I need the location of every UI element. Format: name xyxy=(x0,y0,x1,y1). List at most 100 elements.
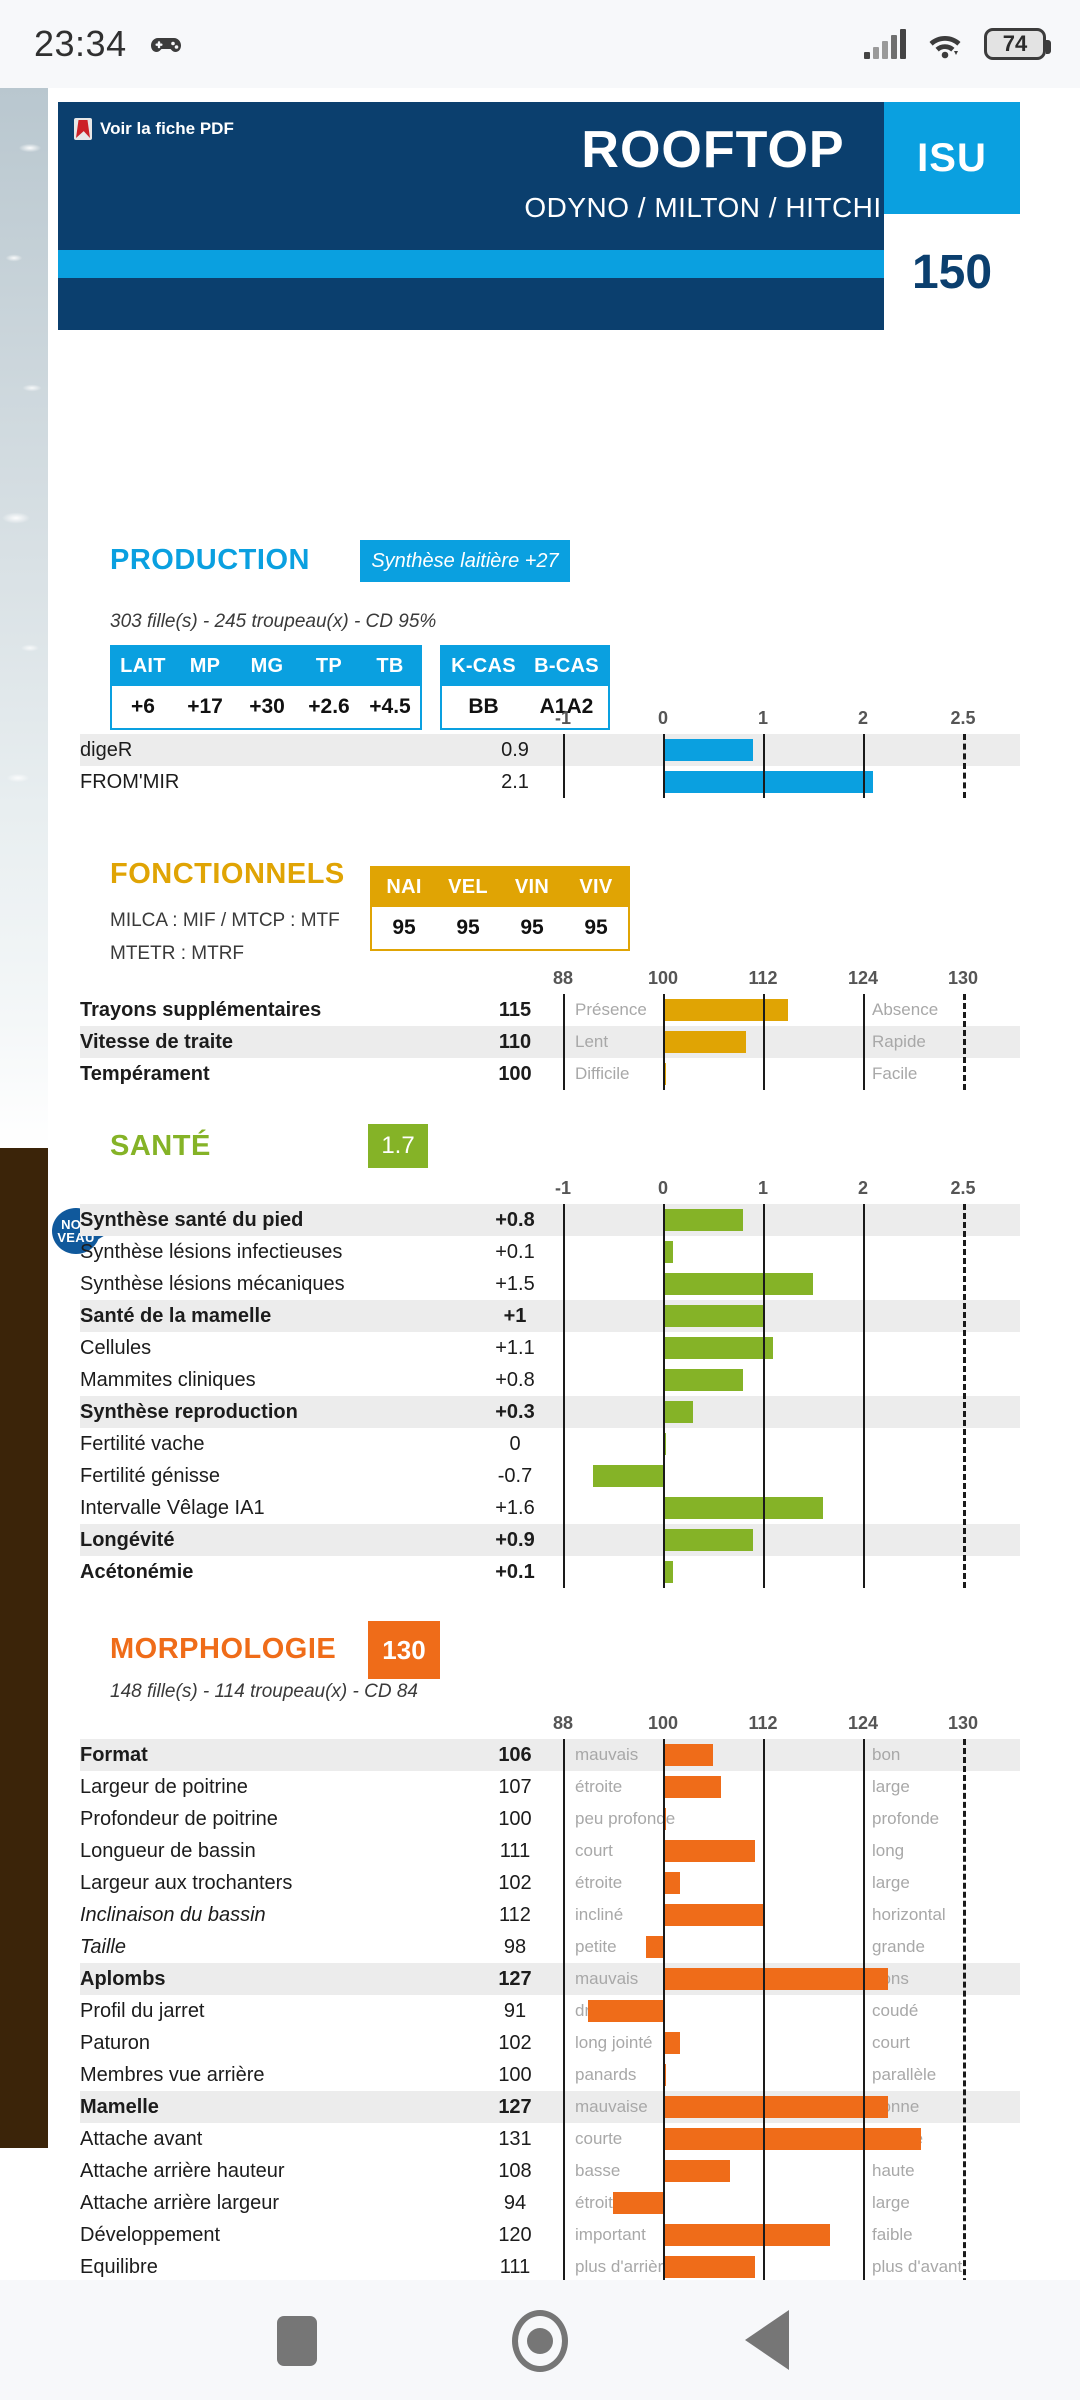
production-table-1: LAIT MP MG TP TB +6 +17 +30 +2.6 +4.5 xyxy=(110,645,422,730)
table-row: Membres vue arrière 100 panards parallèle xyxy=(0,2059,1080,2091)
table-row: Longévité +0.9 xyxy=(0,1524,1080,1556)
trait-name: Fertilité vache xyxy=(80,1433,205,1455)
axis-tick-labels: -1 0 1 2 2.5 xyxy=(0,1178,1080,1204)
pdf-link[interactable]: Voir la fiche PDF xyxy=(74,118,234,140)
high-pole-label: grande xyxy=(872,1937,925,1956)
th-mp: MP xyxy=(189,655,221,677)
trait-name: Mammites cliniques xyxy=(80,1369,256,1391)
trait-value: +0.3 xyxy=(495,1401,535,1423)
table-row: Attache arrière largeur 94 étroite large xyxy=(0,2187,1080,2219)
axis-tick: 130 xyxy=(947,968,979,988)
axis-tick: 0 xyxy=(657,1178,669,1198)
back-icon[interactable] xyxy=(745,2310,789,2370)
trait-value: 111 xyxy=(499,2256,531,2278)
low-pole-label: court xyxy=(575,1841,613,1860)
axis-tick: 0 xyxy=(657,708,669,728)
table-row: Longueur de bassin 111 court long xyxy=(0,1835,1080,1867)
low-pole-label: Difficile xyxy=(575,1064,630,1083)
bar xyxy=(663,1840,755,1862)
trait-value: +0.9 xyxy=(495,1529,535,1551)
bar xyxy=(593,1465,663,1487)
status-left: 23:34 xyxy=(34,23,183,65)
high-pole-label: Rapide xyxy=(872,1032,926,1051)
table-row: Développement 120 important faible xyxy=(0,2219,1080,2251)
chart-rows: digeR 0.9 FROM'MIR 2.1 xyxy=(0,734,1080,798)
chart-sante: -1 0 1 2 2.5 Synthèse santé du pied +0.8 Synthè… xyxy=(0,1178,1080,1588)
gridline xyxy=(763,1204,765,1588)
bar xyxy=(663,1241,673,1263)
table-row: Synthèse reproduction +0.3 xyxy=(0,1396,1080,1428)
td-viv: 95 xyxy=(584,916,608,939)
trait-value: 108 xyxy=(498,2160,532,2182)
trait-name: Equilibre xyxy=(80,2256,158,2278)
th-mg: MG xyxy=(250,655,284,677)
recents-icon[interactable] xyxy=(277,2316,317,2366)
bar xyxy=(663,1273,813,1295)
table-row: Intervalle Vêlage IA1 +1.6 xyxy=(0,1492,1080,1524)
trait-name: Taille xyxy=(80,1936,126,1958)
axis-tick-labels: -1 0 1 2 2.5 xyxy=(0,708,1080,734)
page-title: ROOFTOP xyxy=(581,121,845,179)
gridline xyxy=(663,1204,665,1588)
table-row: Largeur aux trochanters 102 étroite large xyxy=(0,1867,1080,1899)
high-pole-label: faible xyxy=(872,2225,913,2244)
chart-production: -1 0 1 2 2.5 digeR 0.9 FROM'MIR 2.1 xyxy=(0,708,1080,798)
gridline xyxy=(863,1204,865,1588)
bar xyxy=(663,1369,743,1391)
morphologie-meta: 148 fille(s) - 114 troupeau(x) - CD 84 xyxy=(110,1681,418,1702)
trait-name: FROM'MIR xyxy=(80,771,180,793)
axis-tick: 2 xyxy=(857,1178,869,1198)
th-kcas: K-CAS xyxy=(451,655,516,677)
trait-name: Largeur de poitrine xyxy=(80,1776,248,1798)
bar xyxy=(663,2224,830,2246)
td-mg: +30 xyxy=(249,695,285,718)
bar xyxy=(663,1337,773,1359)
gridline xyxy=(963,734,966,798)
bull-header-card: Voir la fiche PDF ROOFTOP ODYNO / MILTON… xyxy=(58,102,1020,250)
gridline xyxy=(663,1739,665,2280)
gridline xyxy=(663,734,665,798)
isu-label-box: ISU xyxy=(884,102,1020,214)
production-badge: Synthèse laitière +27 xyxy=(360,540,570,582)
table-header-row: NAI VEL VIN VIV xyxy=(372,868,628,907)
table-row: Santé de la mamelle +1 xyxy=(0,1300,1080,1332)
low-pole-label: Lent xyxy=(575,1032,609,1051)
bar xyxy=(663,1529,753,1551)
table-value-row: BB A1A2 xyxy=(442,686,608,728)
td-vel: 95 xyxy=(456,916,480,939)
trait-name: Développement xyxy=(80,2224,221,2246)
pdf-icon xyxy=(74,118,92,140)
home-icon[interactable] xyxy=(512,2310,568,2372)
high-pole-label: bon xyxy=(872,1745,901,1764)
gridline xyxy=(563,994,565,1090)
high-pole-label: large xyxy=(872,1777,910,1796)
trait-name: Longévité xyxy=(80,1529,175,1551)
gridline xyxy=(963,1204,966,1588)
low-pole-label: mauvaise xyxy=(575,2097,648,2116)
trait-value: 127 xyxy=(498,1968,532,1990)
table-row: Paturon 102 long jointé court xyxy=(0,2027,1080,2059)
trait-value: +0.8 xyxy=(495,1369,535,1391)
trait-name: digeR xyxy=(80,739,133,761)
bar xyxy=(663,2096,888,2118)
td-mp: +17 xyxy=(187,695,223,718)
header-stripe-blue xyxy=(58,250,884,278)
trait-name: Synthèse lésions infectieuses xyxy=(80,1241,343,1263)
trait-value: +1 xyxy=(503,1305,527,1327)
trait-value: 102 xyxy=(498,1872,532,1894)
trait-value: +1.1 xyxy=(495,1337,535,1359)
trait-value: 111 xyxy=(499,1840,531,1862)
trait-value: 127 xyxy=(498,2096,532,2118)
chart-rows: Format 106 mauvais bon Largeur de poitrine 10… xyxy=(0,1739,1080,2280)
low-pole-label: incliné xyxy=(575,1905,624,1924)
header-stripe-dark xyxy=(58,278,884,330)
low-pole-label: panards xyxy=(575,2065,637,2084)
gridline xyxy=(563,734,565,798)
chart-morphologie: 88 100 112 124 130 Format 106 mauvais bon Largeur… xyxy=(0,1713,1080,2280)
trait-name: Santé de la mamelle xyxy=(80,1305,272,1327)
bar xyxy=(663,739,753,761)
axis-tick: -1 xyxy=(554,708,572,728)
trait-value: +0.1 xyxy=(495,1561,535,1583)
android-navigation-bar xyxy=(0,2280,1080,2400)
td-tp: +2.6 xyxy=(308,695,350,718)
